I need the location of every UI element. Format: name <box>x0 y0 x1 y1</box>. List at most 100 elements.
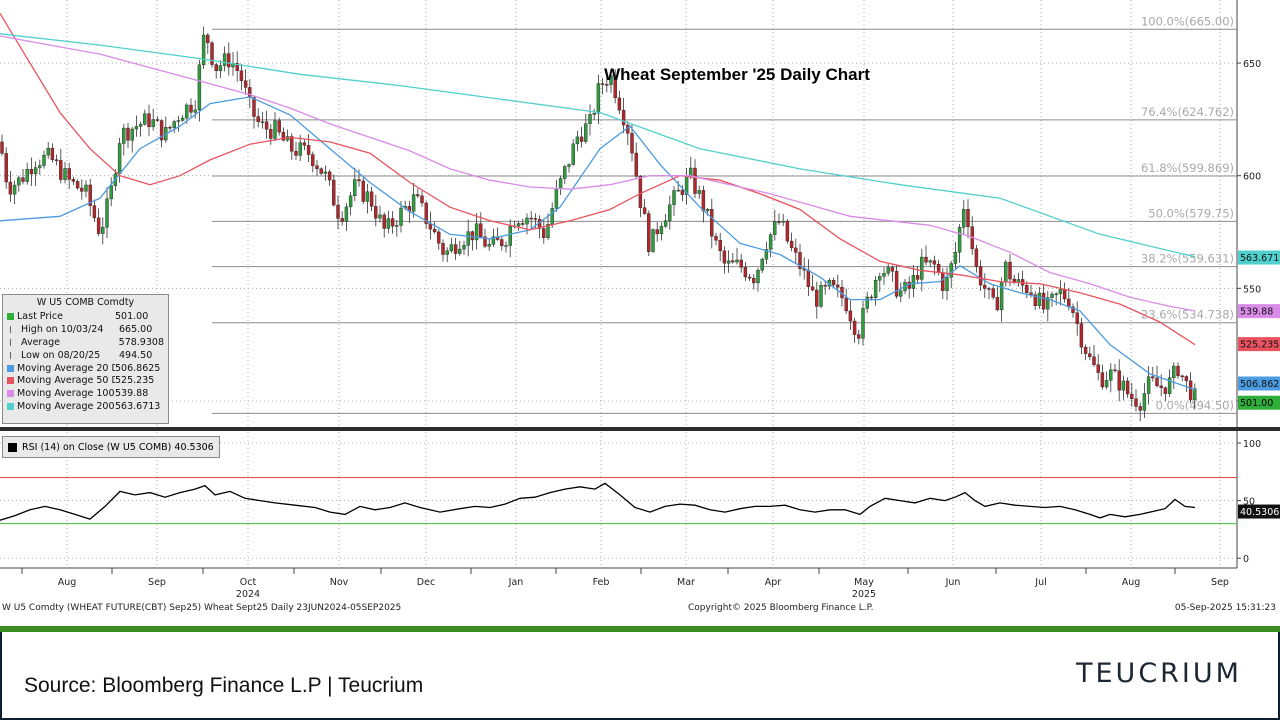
fib-label-3: 50.0%(579.75) <box>1148 206 1234 220</box>
candle-body-25 <box>105 198 109 228</box>
candle-body-139 <box>584 123 588 142</box>
value-label-bg-3 <box>1238 376 1280 391</box>
candle-body-143 <box>600 83 605 85</box>
candle-body-268 <box>1125 380 1130 395</box>
candle-body-28 <box>117 143 122 175</box>
candle-body-8 <box>33 167 38 175</box>
candle-body-154 <box>647 213 651 252</box>
candle-body-100 <box>420 195 424 204</box>
candle-body-186 <box>781 220 785 223</box>
candle-body-32 <box>134 126 139 130</box>
legend-value: 665.00 <box>119 323 153 335</box>
month-label-8: Apr <box>765 577 782 588</box>
footer-divider <box>0 626 1280 634</box>
candle-body-278 <box>1167 377 1172 394</box>
candle-body-238 <box>999 281 1004 311</box>
candle-body-121 <box>508 226 512 246</box>
candle-body-236 <box>991 288 995 298</box>
candle-body-256 <box>1075 312 1079 324</box>
legend-swatch <box>7 364 14 372</box>
candle-body-178 <box>747 276 752 279</box>
candle-body-92 <box>386 218 391 229</box>
candle-body-120 <box>504 245 508 247</box>
candle-body-235 <box>987 288 991 290</box>
legend-value: 501.00 <box>115 310 149 322</box>
candle-body-91 <box>382 214 386 229</box>
candle-body-259 <box>1088 353 1092 357</box>
legend-row: Moving Average 20 Day506.8625 <box>7 362 164 375</box>
legend-row: Moving Average 50 Day525.235 <box>7 374 164 387</box>
candle-body-125 <box>525 217 529 225</box>
candle-body-66 <box>277 120 281 133</box>
candle-body-72 <box>302 142 307 146</box>
candle-body-244 <box>1025 285 1029 293</box>
candle-body-275 <box>1155 377 1159 387</box>
candle-body-183 <box>768 234 773 250</box>
candle-body-136 <box>571 143 575 165</box>
chart-title: Wheat September '25 Daily Chart <box>604 65 870 84</box>
candle-body-20 <box>84 184 88 192</box>
ma-line-3 <box>0 33 1196 258</box>
candle-body-247 <box>1037 292 1042 306</box>
candle-body-117 <box>491 236 496 245</box>
month-label-0: Aug <box>58 577 77 588</box>
rsi-tick-label-0: 0 <box>1243 554 1249 565</box>
candle-body-67 <box>281 131 286 141</box>
candle-body-134 <box>563 166 567 179</box>
fib-label-5: 23.6%(534.738) <box>1141 308 1234 322</box>
candle-body-62 <box>260 121 265 123</box>
candle-body-84 <box>353 179 357 196</box>
candle-body-207 <box>869 296 874 299</box>
candle-body-111 <box>466 231 470 246</box>
candle-body-108 <box>453 244 458 254</box>
candle-body-210 <box>882 273 886 277</box>
candle-body-9 <box>38 165 42 168</box>
candle-body-187 <box>785 220 790 242</box>
candle-body-132 <box>554 188 559 209</box>
candle-body-230 <box>966 209 970 227</box>
candle-body-180 <box>756 269 760 284</box>
month-label-9: May <box>854 577 874 588</box>
candle-body-214 <box>899 290 903 297</box>
candle-body-42 <box>176 120 181 122</box>
candle-body-81 <box>340 218 344 222</box>
candle-body-2 <box>8 181 13 195</box>
candle-body-196 <box>823 285 827 287</box>
candle-body-50 <box>210 42 214 65</box>
candle-body-31 <box>130 128 134 141</box>
candle-body-41 <box>172 121 176 128</box>
candle-body-159 <box>668 204 672 221</box>
candle-body-80 <box>336 204 340 219</box>
candle-body-43 <box>180 117 185 121</box>
value-label-bg-4 <box>1238 395 1280 410</box>
value-label-0: 563.6713 <box>1240 253 1280 264</box>
candle-body-76 <box>319 168 323 174</box>
candle-body-17 <box>71 179 76 182</box>
candle-body-237 <box>995 296 1000 311</box>
rsi-last-bg <box>1238 504 1280 519</box>
month-label-13: Sep <box>1211 577 1229 588</box>
candle-body-101 <box>424 202 428 224</box>
candle-body-86 <box>361 180 365 202</box>
candle-body-179 <box>752 278 756 284</box>
legend-swatch <box>7 403 14 411</box>
candle-body-135 <box>567 164 571 167</box>
candle-body-227 <box>953 251 958 264</box>
month-label-5: Jan <box>508 577 524 588</box>
panel-separator <box>0 427 1280 431</box>
candle-body-104 <box>437 231 441 244</box>
candle-body-6 <box>25 169 29 182</box>
candle-body-113 <box>474 223 479 241</box>
legend-row: High on 10/03/24 665.00 <box>7 323 164 336</box>
candle-body-204 <box>857 334 861 339</box>
candle-body-124 <box>521 223 525 225</box>
candle-body-56 <box>235 63 239 71</box>
candle-body-232 <box>974 248 979 267</box>
rsi-tick-label-100: 100 <box>1243 439 1261 450</box>
fib-label-4: 38.2%(559.631) <box>1141 252 1234 266</box>
candle-body-175 <box>735 259 739 263</box>
footer-panel <box>0 632 1280 720</box>
candle-body-3 <box>12 184 17 195</box>
legend-value: 563.6713 <box>115 401 161 413</box>
candle-body-281 <box>1180 375 1184 378</box>
